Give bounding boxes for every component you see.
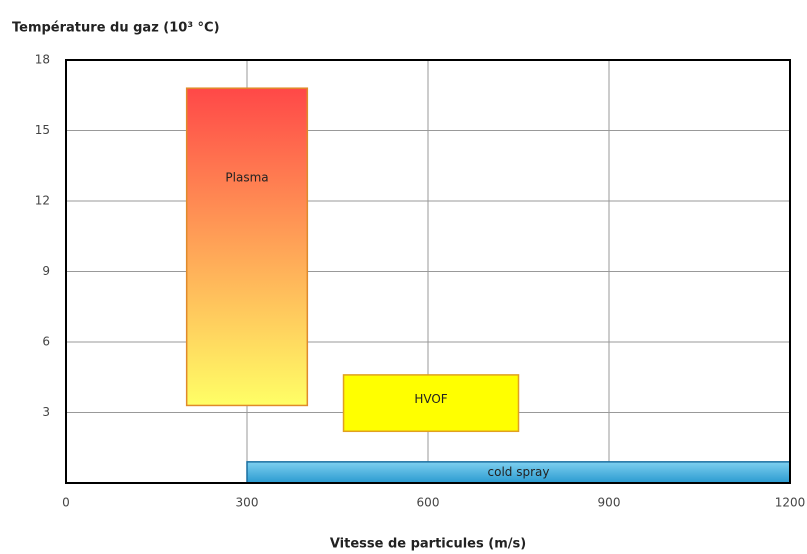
y-tick-label: 3 xyxy=(42,405,50,419)
range-box xyxy=(342,374,520,433)
x-tick-label: 0 xyxy=(62,496,70,510)
x-tick-label: 900 xyxy=(598,496,621,510)
range-box xyxy=(185,87,309,407)
range-label: Plasma xyxy=(225,171,268,185)
y-tick-label: 15 xyxy=(35,123,50,137)
x-tick-label: 300 xyxy=(236,496,259,510)
x-tick-label: 600 xyxy=(417,496,440,510)
y-tick-label: 9 xyxy=(42,264,50,278)
x-axis-label: Vitesse de particules (m/s) xyxy=(330,537,526,552)
range-label: cold spray xyxy=(488,465,550,479)
chart-title: Température du gaz (10³ °C) xyxy=(12,21,220,36)
y-tick-label: 12 xyxy=(35,194,50,208)
range-label: HVOF xyxy=(414,392,447,406)
plot-border xyxy=(65,59,791,484)
y-tick-label: 18 xyxy=(35,53,50,67)
x-tick-label: 1200 xyxy=(775,496,806,510)
y-tick-label: 6 xyxy=(42,335,50,349)
